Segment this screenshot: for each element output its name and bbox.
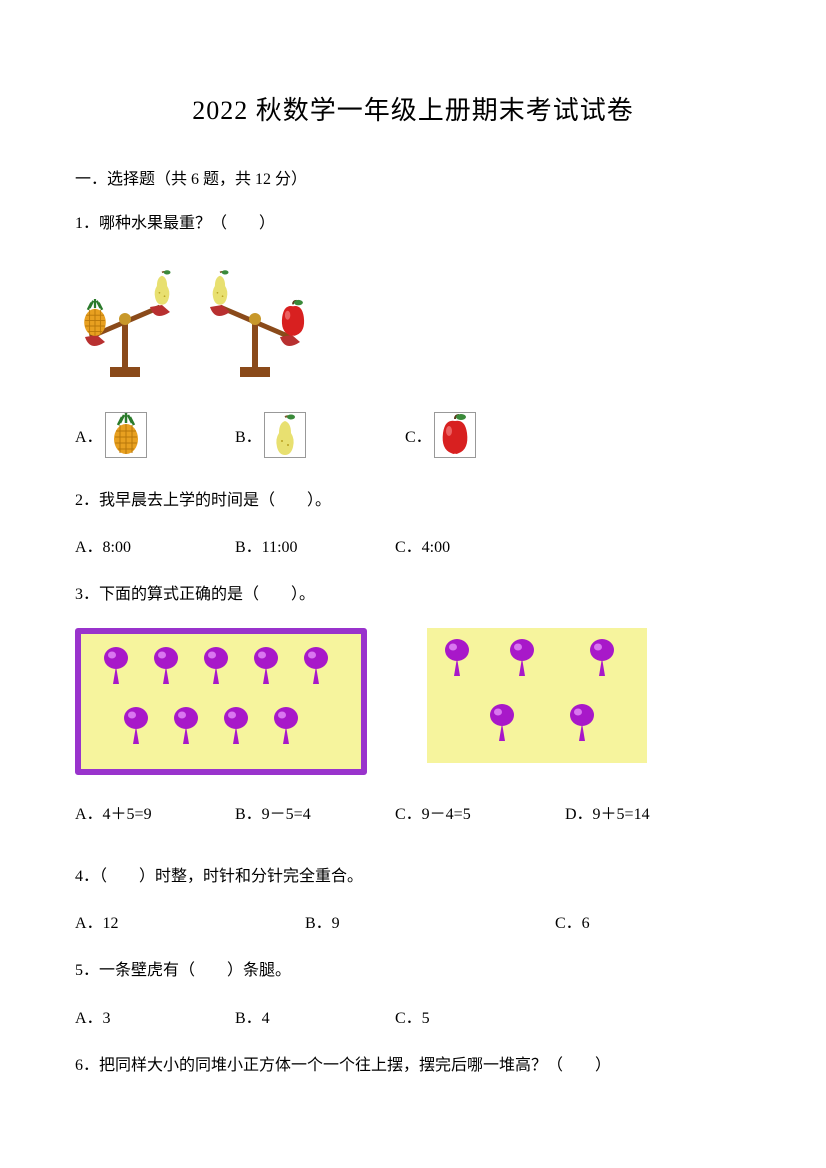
q1-scales-image (75, 257, 355, 387)
q2-options: A．8:00 B．11:00 C．4:00 (75, 533, 751, 557)
q1-optA: A． (75, 412, 235, 458)
q5-optC: C．5 (395, 1004, 565, 1028)
balance-scales-icon (75, 257, 355, 387)
q4-optC: C．6 (555, 909, 590, 933)
q2-text: 2．我早晨去上学的时间是（ ）。 (75, 488, 751, 514)
pins-panel-left (75, 628, 367, 775)
pushpin-icon (171, 706, 201, 746)
pushpin-icon (507, 638, 537, 678)
q5-optB: B．4 (235, 1004, 395, 1028)
q1-options: A． B． C． (75, 412, 751, 458)
q3-optC: C．9－4=5 (395, 800, 565, 824)
q5-text: 5．一条壁虎有（ ）条腿。 (75, 958, 751, 984)
q6-text: 6．把同样大小的同堆小正方体一个一个往上摆，摆完后哪一堆高？（ ） (75, 1053, 751, 1079)
q2-optC: C．4:00 (395, 533, 565, 557)
page-title: 2022 秋数学一年级上册期末考试试卷 (75, 90, 751, 127)
pushpin-icon (251, 646, 281, 686)
q2-optB: B．11:00 (235, 533, 395, 557)
section-header: 一．选择题（共 6 题，共 12 分） (75, 165, 751, 189)
pushpin-icon (151, 646, 181, 686)
pushpin-icon (221, 706, 251, 746)
q4-optA: A．12 (75, 909, 305, 933)
pushpin-icon (442, 638, 472, 678)
q2-optA: A．8:00 (75, 533, 235, 557)
q3-options: A．4＋5=9 B．9－5=4 C．9－4=5 D．9＋5=14 (75, 800, 751, 824)
q3-text: 3．下面的算式正确的是（ ）。 (75, 582, 751, 608)
pushpin-icon (487, 703, 517, 743)
pear-icon (264, 412, 306, 458)
q1-text: 1．哪种水果最重？（ ） (75, 211, 751, 237)
q3-optB: B．9－5=4 (235, 800, 395, 824)
q5-options: A．3 B．4 C．5 (75, 1004, 751, 1028)
pushpin-icon (271, 706, 301, 746)
q1-optC: C． (405, 412, 476, 458)
apple-icon (434, 412, 476, 458)
pushpin-icon (567, 703, 597, 743)
pushpin-icon (201, 646, 231, 686)
pushpin-icon (587, 638, 617, 678)
pushpin-icon (121, 706, 151, 746)
q3-optA: A．4＋5=9 (75, 800, 235, 824)
pushpin-icon (301, 646, 331, 686)
pineapple-icon (105, 412, 147, 458)
q5-optA: A．3 (75, 1004, 235, 1028)
q4-text: 4．（ ）时整，时针和分针完全重合。 (75, 864, 751, 890)
q3-images (75, 628, 751, 775)
q4-optB: B．9 (305, 909, 555, 933)
pins-panel-right (427, 628, 647, 763)
q4-options: A．12 B．9 C．6 (75, 909, 751, 933)
exam-page: 2022 秋数学一年级上册期末考试试卷 一．选择题（共 6 题，共 12 分） … (0, 0, 826, 1139)
q1-optB: B． (235, 412, 405, 458)
pushpin-icon (101, 646, 131, 686)
q3-optD: D．9＋5=14 (565, 800, 705, 824)
